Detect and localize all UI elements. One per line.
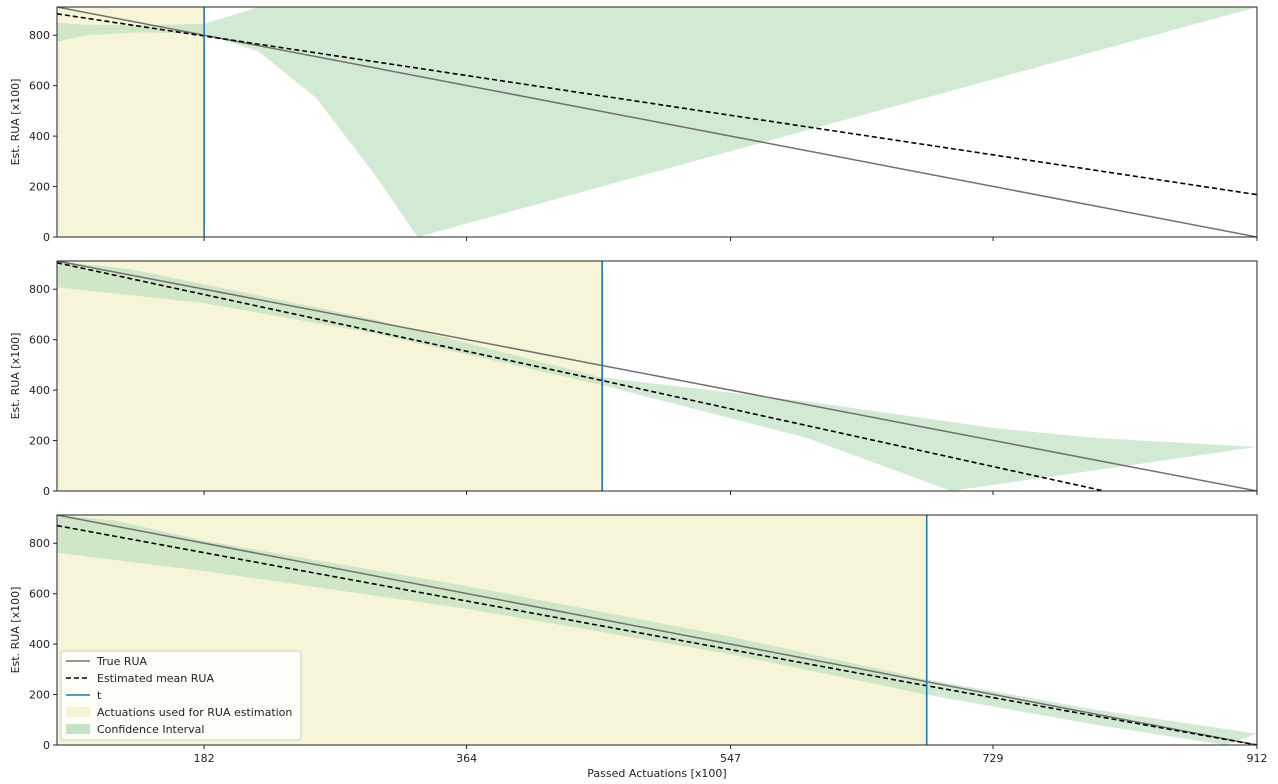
y-tick-label: 0	[43, 231, 50, 244]
axes-frame	[56, 6, 1258, 238]
y-tick-label: 600	[29, 588, 50, 601]
panel-2: 0 200 400 600 800 Est. RUA [x100]	[9, 260, 1258, 498]
true-rua-line	[57, 515, 1257, 745]
x-tick-label: 182	[194, 752, 215, 765]
y-axis-label: Est. RUA [x100]	[9, 333, 22, 420]
true-rua-line	[57, 261, 1257, 491]
true-rua-line	[57, 7, 1257, 237]
y-tick-label: 0	[43, 739, 50, 752]
y-tick-label: 800	[29, 283, 50, 296]
y-tick-label: 0	[43, 485, 50, 498]
legend-label: Confidence Interval	[97, 723, 204, 736]
legend-swatch	[66, 724, 90, 734]
y-axis-label: Est. RUA [x100]	[9, 79, 22, 166]
y-tick-label: 600	[29, 334, 50, 347]
used-actuations-region	[57, 261, 603, 491]
legend-swatch	[66, 707, 90, 717]
estimated-mean-line	[57, 13, 1257, 196]
y-tick-label: 200	[29, 689, 50, 702]
y-axis-label: Est. RUA [x100]	[9, 587, 22, 674]
legend-label: Actuations used for RUA estimation	[97, 706, 292, 719]
y-tick-label: 400	[29, 130, 50, 143]
legend-box	[60, 650, 302, 741]
axes-frame	[56, 514, 1258, 746]
y-tick-label: 600	[29, 80, 50, 93]
y-tick-label: 400	[29, 384, 50, 397]
x-tick-label: 912	[1247, 752, 1268, 765]
plot-area	[57, 7, 1257, 237]
y-tick-label: 800	[29, 537, 50, 550]
x-tick-label: 547	[720, 752, 741, 765]
y-tick-label: 800	[29, 29, 50, 42]
y-tick-label: 400	[29, 638, 50, 651]
estimated-mean-line	[57, 261, 1105, 491]
x-axis-label: Passed Actuations [x100]	[587, 767, 726, 780]
axes-frame	[56, 260, 1258, 492]
x-tick-label: 729	[983, 752, 1004, 765]
y-tick-label: 200	[29, 181, 50, 194]
panel-1: 0 200 400 600 800 Est. RUA [x100]	[9, 6, 1258, 244]
legend-label: True RUA	[96, 655, 148, 668]
y-tick-label: 200	[29, 435, 50, 448]
used-actuations-region	[57, 7, 205, 237]
x-tick-label: 364	[456, 752, 477, 765]
legend: True RUA Estimated mean RUA t Actuations us…	[60, 650, 302, 741]
plot-area	[57, 261, 1257, 491]
legend-label: t	[97, 689, 102, 702]
legend-label: Estimated mean RUA	[97, 672, 214, 685]
